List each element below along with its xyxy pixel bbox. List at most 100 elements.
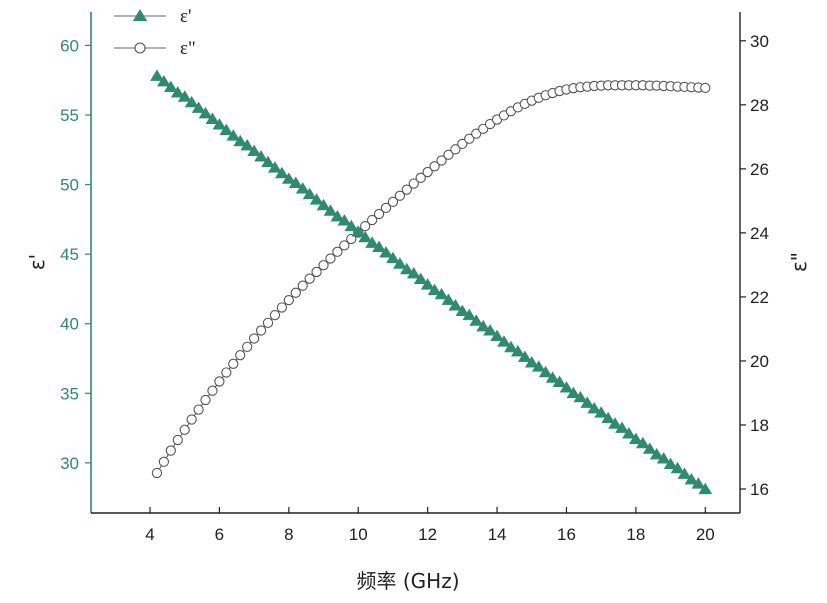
x-tick-label: 16 [557,525,576,544]
data-point-epsilon-prime [524,356,539,368]
data-point-epsilon-prime [330,209,345,222]
data-point-epsilon-prime [323,204,338,216]
data-point-epsilon-double-prime [443,149,454,160]
data-point-epsilon-prime [455,304,470,317]
data-point-epsilon-double-prime [242,341,253,353]
x-tick-label: 20 [696,525,715,544]
data-point-epsilon-prime [552,375,567,387]
data-point-epsilon-double-prime [165,445,176,456]
data-point-epsilon-double-prime [422,166,433,178]
data-point-epsilon-double-prime [478,123,489,134]
legend-label-epsilon-double-prime: ε" [180,38,196,59]
data-point-epsilon-prime [157,75,171,87]
legend-label-epsilon-prime: ε' [180,6,191,27]
data-point-epsilon-double-prime [283,294,294,306]
data-point-epsilon-prime [677,467,692,479]
data-point-epsilon-prime [219,123,234,136]
data-point-epsilon-prime [275,166,289,179]
data-point-epsilon-double-prime [311,266,322,278]
data-point-epsilon-double-prime [387,196,399,207]
data-point-epsilon-prime [399,262,414,275]
x-tick-label: 8 [284,525,293,544]
data-point-epsilon-double-prime [373,208,385,220]
data-point-epsilon-prime [351,225,366,237]
data-point-epsilon-prime [476,319,491,332]
x-tick-label: 4 [145,525,154,544]
y-right-tick-label: 16 [750,480,769,499]
data-point-epsilon-prime [184,95,199,108]
axes: 4 6 8 10 12 14 16 18 20 30 35 40 45 50 55 60 16 18 20 22 24 2… [60,12,769,544]
data-point-epsilon-prime [573,390,588,403]
series-markers [150,69,713,495]
data-point-epsilon-prime [656,452,671,464]
data-point-epsilon-prime [281,172,296,184]
y-left-tick-label: 55 [60,106,79,125]
data-point-epsilon-double-prime [471,128,482,139]
data-point-epsilon-double-prime [221,367,232,378]
data-point-epsilon-prime [205,112,220,124]
data-point-epsilon-prime [386,251,400,264]
data-point-epsilon-prime [698,482,713,495]
y-right-tick-label: 28 [750,96,769,115]
x-tick-label: 14 [488,525,507,544]
data-point-epsilon-prime [379,246,393,258]
data-point-epsilon-double-prime [394,190,406,201]
data-point-epsilon-prime [150,69,164,81]
data-point-epsilon-prime [566,386,581,399]
data-point-epsilon-prime [406,267,421,279]
data-point-epsilon-prime [629,432,643,445]
data-point-epsilon-double-prime [401,184,412,195]
y-left-tick-label: 30 [60,454,79,473]
data-point-epsilon-prime [635,436,650,449]
data-point-epsilon-prime [254,150,268,162]
data-point-epsilon-prime [344,219,359,232]
data-point-epsilon-prime [420,278,435,290]
data-point-epsilon-prime [511,344,525,357]
data-point-epsilon-prime [462,308,477,321]
data-point-epsilon-prime [261,155,275,168]
data-point-epsilon-prime [226,129,241,141]
data-point-epsilon-prime [469,314,484,326]
y-left-tick-label: 35 [60,384,79,403]
data-point-epsilon-double-prime [158,456,170,467]
data-point-epsilon-prime [393,257,407,269]
data-point-epsilon-double-prime [255,325,267,336]
data-point-epsilon-double-prime [290,287,301,298]
data-point-epsilon-prime [649,447,664,460]
data-point-epsilon-prime [448,299,463,311]
y-right-tick-label: 22 [750,288,769,307]
data-point-epsilon-prime [240,139,255,151]
data-point-epsilon-prime [580,396,595,408]
data-point-epsilon-double-prime [269,310,281,321]
data-point-epsilon-prime [504,340,518,353]
data-point-epsilon-prime [233,134,248,147]
data-point-epsilon-double-prime [262,317,274,328]
data-point-epsilon-prime [337,214,352,226]
data-point-epsilon-prime [295,182,310,194]
data-point-epsilon-prime [163,80,178,92]
data-point-epsilon-prime [663,457,678,470]
data-point-epsilon-prime [622,427,636,439]
data-point-epsilon-double-prime [297,280,308,291]
data-point-epsilon-prime [538,365,553,378]
data-point-epsilon-double-prime [415,172,426,183]
data-point-epsilon-double-prime [360,221,371,232]
data-point-epsilon-prime [559,381,574,393]
y-left-tick-label: 60 [60,36,79,55]
data-point-epsilon-prime [247,144,261,156]
y-left-tick-label: 40 [60,315,79,334]
data-point-epsilon-prime [288,176,303,188]
data-point-epsilon-prime [601,411,615,424]
data-point-epsilon-prime [309,193,324,205]
data-point-epsilon-prime [212,118,227,130]
data-point-epsilon-prime [483,324,497,336]
data-point-epsilon-double-prime [325,253,336,264]
y-left-axis-title: ε' [25,254,49,270]
y-right-tick-label: 26 [750,160,769,179]
data-point-epsilon-double-prime [366,214,378,226]
data-point-epsilon-prime [490,329,504,342]
y-right-axis-title: ε" [787,252,811,272]
data-point-epsilon-double-prime [332,246,343,257]
data-point-epsilon-double-prime [304,273,315,284]
